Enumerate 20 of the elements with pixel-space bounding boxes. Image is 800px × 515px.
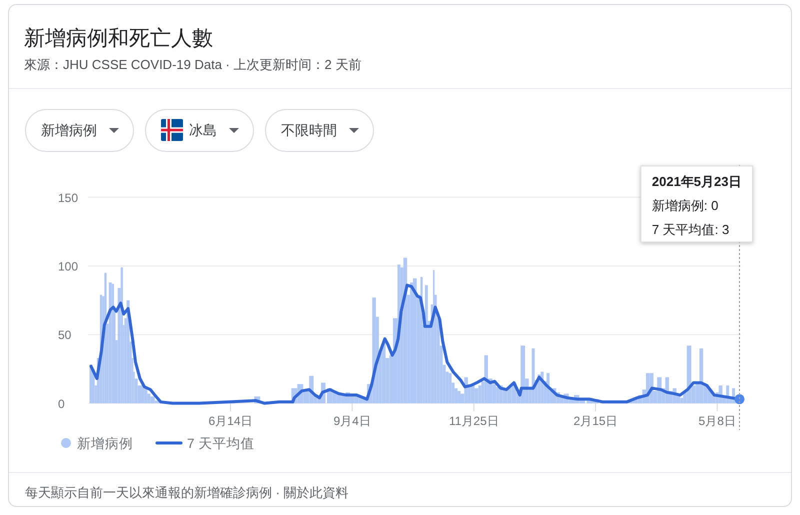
legend-label: 新增病例 (77, 436, 133, 451)
y-tick-label: 100 (58, 259, 78, 274)
title: 新增病例和死亡人數 (24, 27, 213, 50)
x-tick-label: 6月14日 (208, 414, 252, 428)
control-label: 不限時間 (281, 122, 337, 138)
x-tick-label: 11月25日 (448, 414, 499, 428)
y-tick-label: 0 (58, 396, 65, 411)
control-label: 冰島 (189, 122, 217, 138)
control-label: 新增病例 (41, 122, 97, 138)
x-tick-label: 5月8日 (698, 414, 736, 428)
y-tick-label: 150 (58, 190, 78, 205)
subtitle: 來源：JHU CSSE COVID-19 Data · 上次更新时间：2 天前 (24, 57, 362, 72)
tooltip-text: 新增病例: 0 (652, 198, 718, 213)
tooltip-text: 2021年5月23日 (652, 174, 742, 189)
footnote: 每天顯示自前一天以來通報的新增確診病例 · 關於此資料 (25, 485, 349, 500)
tooltip-text: 7 天平均值: 3 (652, 222, 730, 237)
legend-label: 7 天平均值 (187, 436, 254, 451)
x-tick-label: 9月4日 (334, 414, 371, 428)
y-tick-label: 50 (58, 328, 72, 342)
x-tick-label: 2月15日 (574, 414, 618, 428)
